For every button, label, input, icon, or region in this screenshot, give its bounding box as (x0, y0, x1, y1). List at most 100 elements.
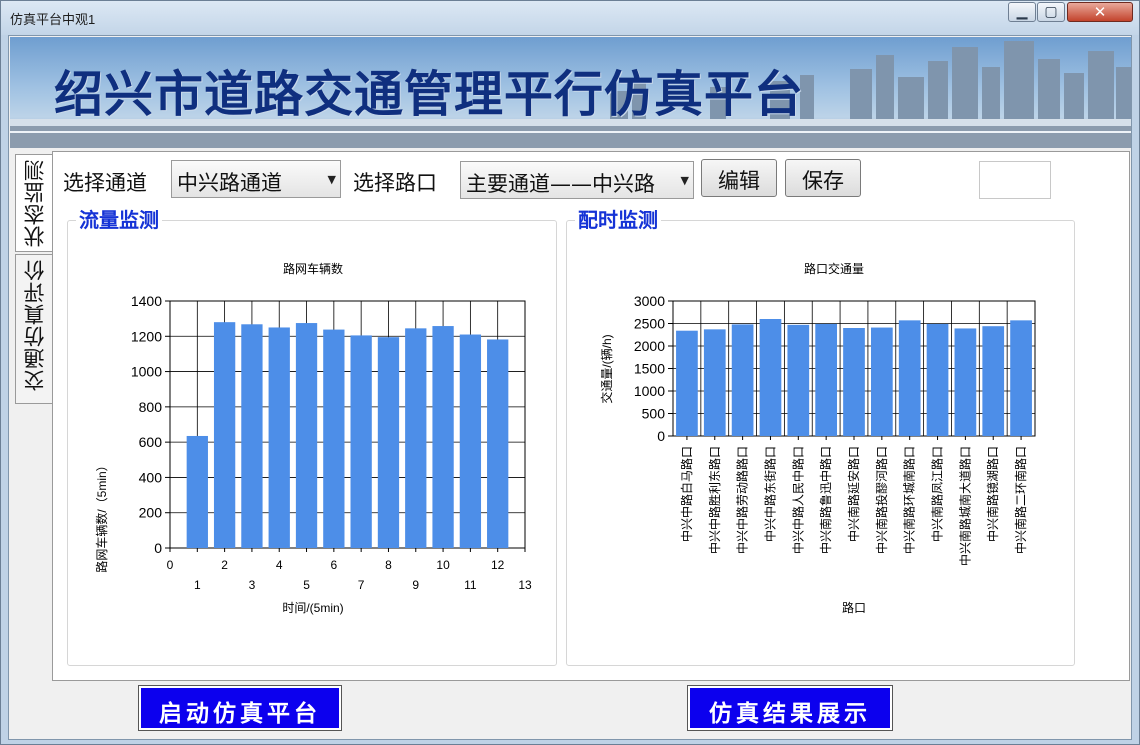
chart1-ylabel: 路网车辆数/（5min） (94, 459, 109, 572)
chart2-xtick-label: 中兴南路城南大道路口 (957, 446, 972, 566)
chart1-xtick-label: 7 (358, 578, 365, 592)
maximize-icon: ▢ (1044, 4, 1058, 20)
close-button[interactable]: ✕ (1067, 2, 1133, 22)
flow-monitor-title: 流量监测 (76, 204, 162, 233)
chart1-xtick-label: 2 (221, 558, 228, 572)
chart1-bar (186, 435, 208, 548)
chart2-bar (787, 324, 810, 436)
simulation-results-button[interactable]: 仿真结果展示 (687, 685, 893, 731)
chart1-xtick-label: 0 (167, 558, 174, 572)
chart1-bar (377, 337, 400, 548)
network-vehicle-chart: 路网车辆数 时间/(5min) 路网车辆数/（5min） 0 200 400 600 8… (94, 261, 532, 615)
chart2-ylabel: 交通量/(辆/h) (599, 334, 614, 403)
chevron-down-icon: ▼ (327, 173, 336, 186)
chart1-ytick-label: 1400 (131, 293, 162, 309)
chart2-xlabel: 路口 (842, 600, 866, 615)
banner: 绍兴市道路交通管理平行仿真平台 (10, 37, 1131, 148)
chart1-bar (459, 334, 482, 548)
tab-status-monitor[interactable]: 状态监测 (15, 154, 53, 252)
client-area: 绍兴市道路交通管理平行仿真平台 状态监测 交通仿真评价 选择通道 中兴路通道 ▼… (8, 35, 1132, 740)
close-icon: ✕ (1093, 3, 1107, 21)
chart1-ytick-label: 200 (139, 505, 163, 521)
chart1-ytick-label: 800 (139, 399, 163, 415)
chart2-xtick-label: 中兴南路鲁迅中路口 (818, 446, 833, 554)
chart2-bar (954, 328, 977, 436)
chart2-ytick-label: 3000 (634, 293, 665, 309)
chart1-bar (241, 324, 263, 548)
chart2-bar (731, 324, 754, 436)
chart2-xtick-label: 中兴中路东街路口 (762, 446, 777, 542)
title-bar[interactable]: 仿真平台中观1 ▁ ▢ ✕ (1, 1, 1139, 35)
minimize-icon: ▁ (1016, 4, 1028, 20)
save-button-label: 保存 (802, 169, 844, 193)
chart1-bar (268, 327, 290, 548)
chart1-xtick-label: 4 (276, 558, 283, 572)
start-simulation-button[interactable]: 启动仿真平台 (138, 685, 342, 731)
intersection-select[interactable]: 主要通道——中兴路 ▼ (460, 161, 694, 199)
chart2-bar (676, 330, 698, 436)
chart2-ytick-label: 2000 (634, 338, 665, 354)
chart2-xtick-label: 中兴南路投醪河路口 (874, 446, 889, 554)
chart2-bar (759, 319, 782, 436)
chart2-bar (1010, 320, 1032, 436)
tab-simulation-evaluation-label: 交通仿真评价 (23, 259, 47, 391)
chart1-bar (350, 335, 372, 548)
chart1-title: 路网车辆数 (283, 261, 343, 276)
minimize-button[interactable]: ▁ (1008, 2, 1036, 22)
chart1-ytick-label: 1200 (131, 328, 162, 344)
tab-status-monitor-label: 状态监测 (23, 159, 47, 247)
chart2-bar (926, 323, 949, 436)
intersection-volume-chart: 路口交通量 路口 交通量/(辆/h) 0 500 1000 1500 2000 2500 3… (599, 261, 1036, 615)
chart2-ytick-label: 2500 (634, 316, 665, 332)
chart2-ytick-label: 1500 (634, 361, 665, 377)
status-monitor-panel: 选择通道 中兴路通道 ▼ 选择路口 主要通道——中兴路 ▼ 编辑 保存 流量监测… (52, 151, 1130, 681)
simulation-results-label: 仿真结果展示 (709, 700, 871, 727)
chart1-xtick-label: 5 (303, 578, 310, 592)
edit-button[interactable]: 编辑 (701, 159, 777, 197)
chart1-ytick-label: 600 (139, 434, 163, 450)
timing-monitor-group: 配时监测 路口交通量 路口 交通量/(辆/h) 0 500 1000 1500 2000… (566, 204, 1075, 666)
chevron-down-icon: ▼ (680, 174, 689, 187)
skyline-image (10, 41, 1131, 148)
channel-select-value: 中兴路通道 (177, 171, 282, 195)
chart1-bar (323, 329, 345, 548)
chart1-ytick-label: 0 (154, 540, 162, 556)
chart1-xtick-label: 10 (436, 558, 450, 572)
chart2-bar (982, 326, 1005, 436)
chart1-xtick-label: 8 (385, 558, 392, 572)
chart2-ytick-label: 0 (657, 428, 665, 444)
chart1-xtick-label: 1 (194, 578, 201, 592)
chart2-ytick-label: 500 (642, 406, 666, 422)
chart2-bar (898, 320, 921, 436)
chart1-xtick-label: 9 (412, 578, 419, 592)
chart1-xtick-label: 12 (491, 558, 505, 572)
save-button[interactable]: 保存 (785, 159, 861, 197)
chart2-xtick-label: 中兴中路白马路口 (679, 446, 694, 542)
window-title: 仿真平台中观1 (10, 12, 96, 27)
chart2-xtick-label: 中兴南路二环南路口 (1013, 446, 1028, 554)
chart2-bar (703, 329, 726, 436)
channel-label: 选择通道 (63, 171, 147, 195)
intersection-select-value: 主要通道——中兴路 (466, 172, 655, 196)
edit-button-label: 编辑 (718, 169, 760, 193)
intersection-label: 选择路口 (353, 171, 437, 195)
chart2-xtick-label: 中兴南路环城南路口 (902, 446, 917, 554)
chart2-xtick-label: 中兴中路胜利东路口 (707, 446, 722, 554)
chart1-ytick-label: 1000 (131, 364, 162, 380)
chart1-bar (295, 323, 318, 548)
channel-select[interactable]: 中兴路通道 ▼ (171, 160, 341, 198)
chart1-ytick-label: 400 (139, 469, 163, 485)
banner-title: 绍兴市道路交通管理平行仿真平台 (54, 66, 805, 123)
timing-monitor-title: 配时监测 (575, 204, 661, 233)
chart1-xtick-label: 13 (518, 578, 532, 592)
chart2-bar (843, 328, 865, 436)
chart2-xtick-label: 中兴南路凤江路口 (930, 446, 945, 542)
tab-simulation-evaluation[interactable]: 交通仿真评价 (15, 254, 53, 404)
chart1-xtick-label: 6 (331, 558, 338, 572)
maximize-button[interactable]: ▢ (1037, 2, 1065, 22)
chart2-xtick-label: 中兴中路人民中路口 (790, 446, 805, 554)
vertical-tabs: 状态监测 交通仿真评价 (14, 154, 58, 414)
chart1-bar (432, 326, 454, 548)
chart2-xtick-label: 中兴中路劳动路路口 (735, 446, 750, 554)
